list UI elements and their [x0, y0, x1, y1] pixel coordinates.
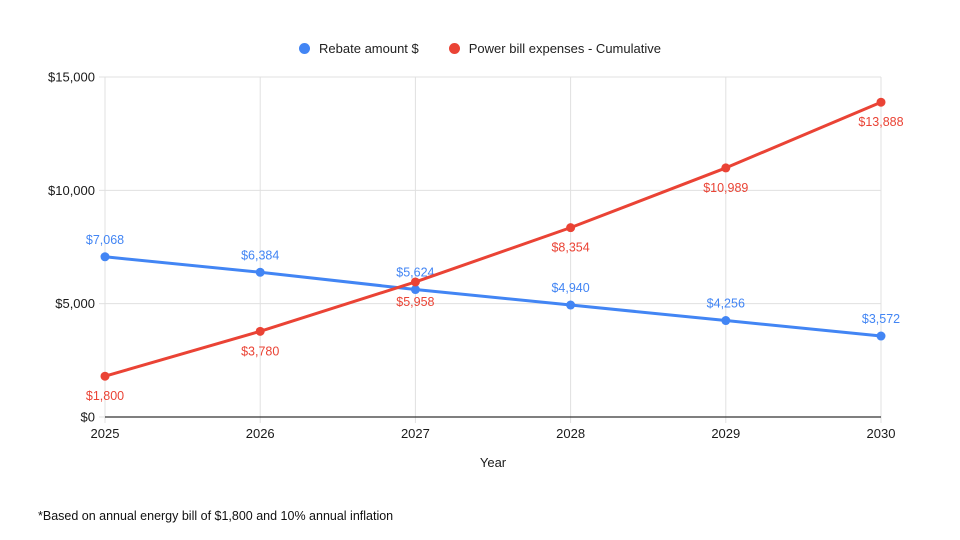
- data-point-label: $1,800: [86, 389, 124, 403]
- data-point-label: $4,256: [707, 297, 745, 311]
- x-axis-title: Year: [479, 455, 507, 470]
- data-point-label: $13,888: [858, 115, 903, 129]
- data-point[interactable]: [255, 267, 265, 277]
- data-point[interactable]: [721, 163, 731, 173]
- chart-legend: Rebate amount $ Power bill expenses - Cu…: [0, 41, 960, 56]
- legend-dot-red-icon: [448, 43, 460, 54]
- legend-label-rebate: Rebate amount $: [319, 41, 419, 56]
- data-point[interactable]: [566, 223, 576, 233]
- x-tick-label: 2030: [867, 426, 896, 441]
- data-point[interactable]: [566, 300, 576, 310]
- data-point-label: $10,989: [703, 181, 748, 195]
- x-tick-label: 2027: [401, 426, 430, 441]
- y-tick-label: $10,000: [48, 183, 95, 198]
- legend-dot-blue-icon: [299, 43, 311, 54]
- data-point-label: $8,354: [551, 241, 589, 255]
- data-point-label: $3,572: [862, 312, 900, 326]
- legend-item-power-bill[interactable]: Power bill expenses - Cumulative: [448, 41, 661, 56]
- data-point-label: $7,068: [86, 233, 124, 247]
- x-tick-label: 2029: [711, 426, 740, 441]
- y-tick-label: $5,000: [55, 296, 95, 311]
- data-point-label: $4,940: [551, 281, 589, 295]
- x-tick-label: 2028: [556, 426, 585, 441]
- data-point-label: $5,958: [396, 295, 434, 309]
- data-point[interactable]: [410, 285, 420, 295]
- y-tick-label: $15,000: [48, 70, 95, 85]
- data-point[interactable]: [255, 326, 265, 336]
- data-point[interactable]: [410, 277, 420, 287]
- series-line-0: [103, 255, 883, 338]
- y-tick-label: $0: [81, 410, 95, 425]
- data-point[interactable]: [876, 331, 886, 341]
- data-point[interactable]: [100, 371, 110, 381]
- data-point-label: $6,384: [241, 248, 279, 262]
- data-point[interactable]: [100, 252, 110, 262]
- data-point[interactable]: [876, 97, 886, 107]
- legend-label-power-bill: Power bill expenses - Cumulative: [468, 41, 661, 56]
- data-point[interactable]: [721, 316, 731, 326]
- chart-footnote: *Based on annual energy bill of $1,800 a…: [38, 509, 394, 523]
- legend-item-rebate[interactable]: Rebate amount $: [299, 41, 419, 56]
- data-point-label: $5,624: [396, 266, 434, 280]
- series-line-1: [103, 100, 883, 378]
- data-point-label: $3,780: [241, 344, 279, 358]
- x-tick-label: 2026: [246, 426, 275, 441]
- x-tick-label: 2025: [91, 426, 120, 441]
